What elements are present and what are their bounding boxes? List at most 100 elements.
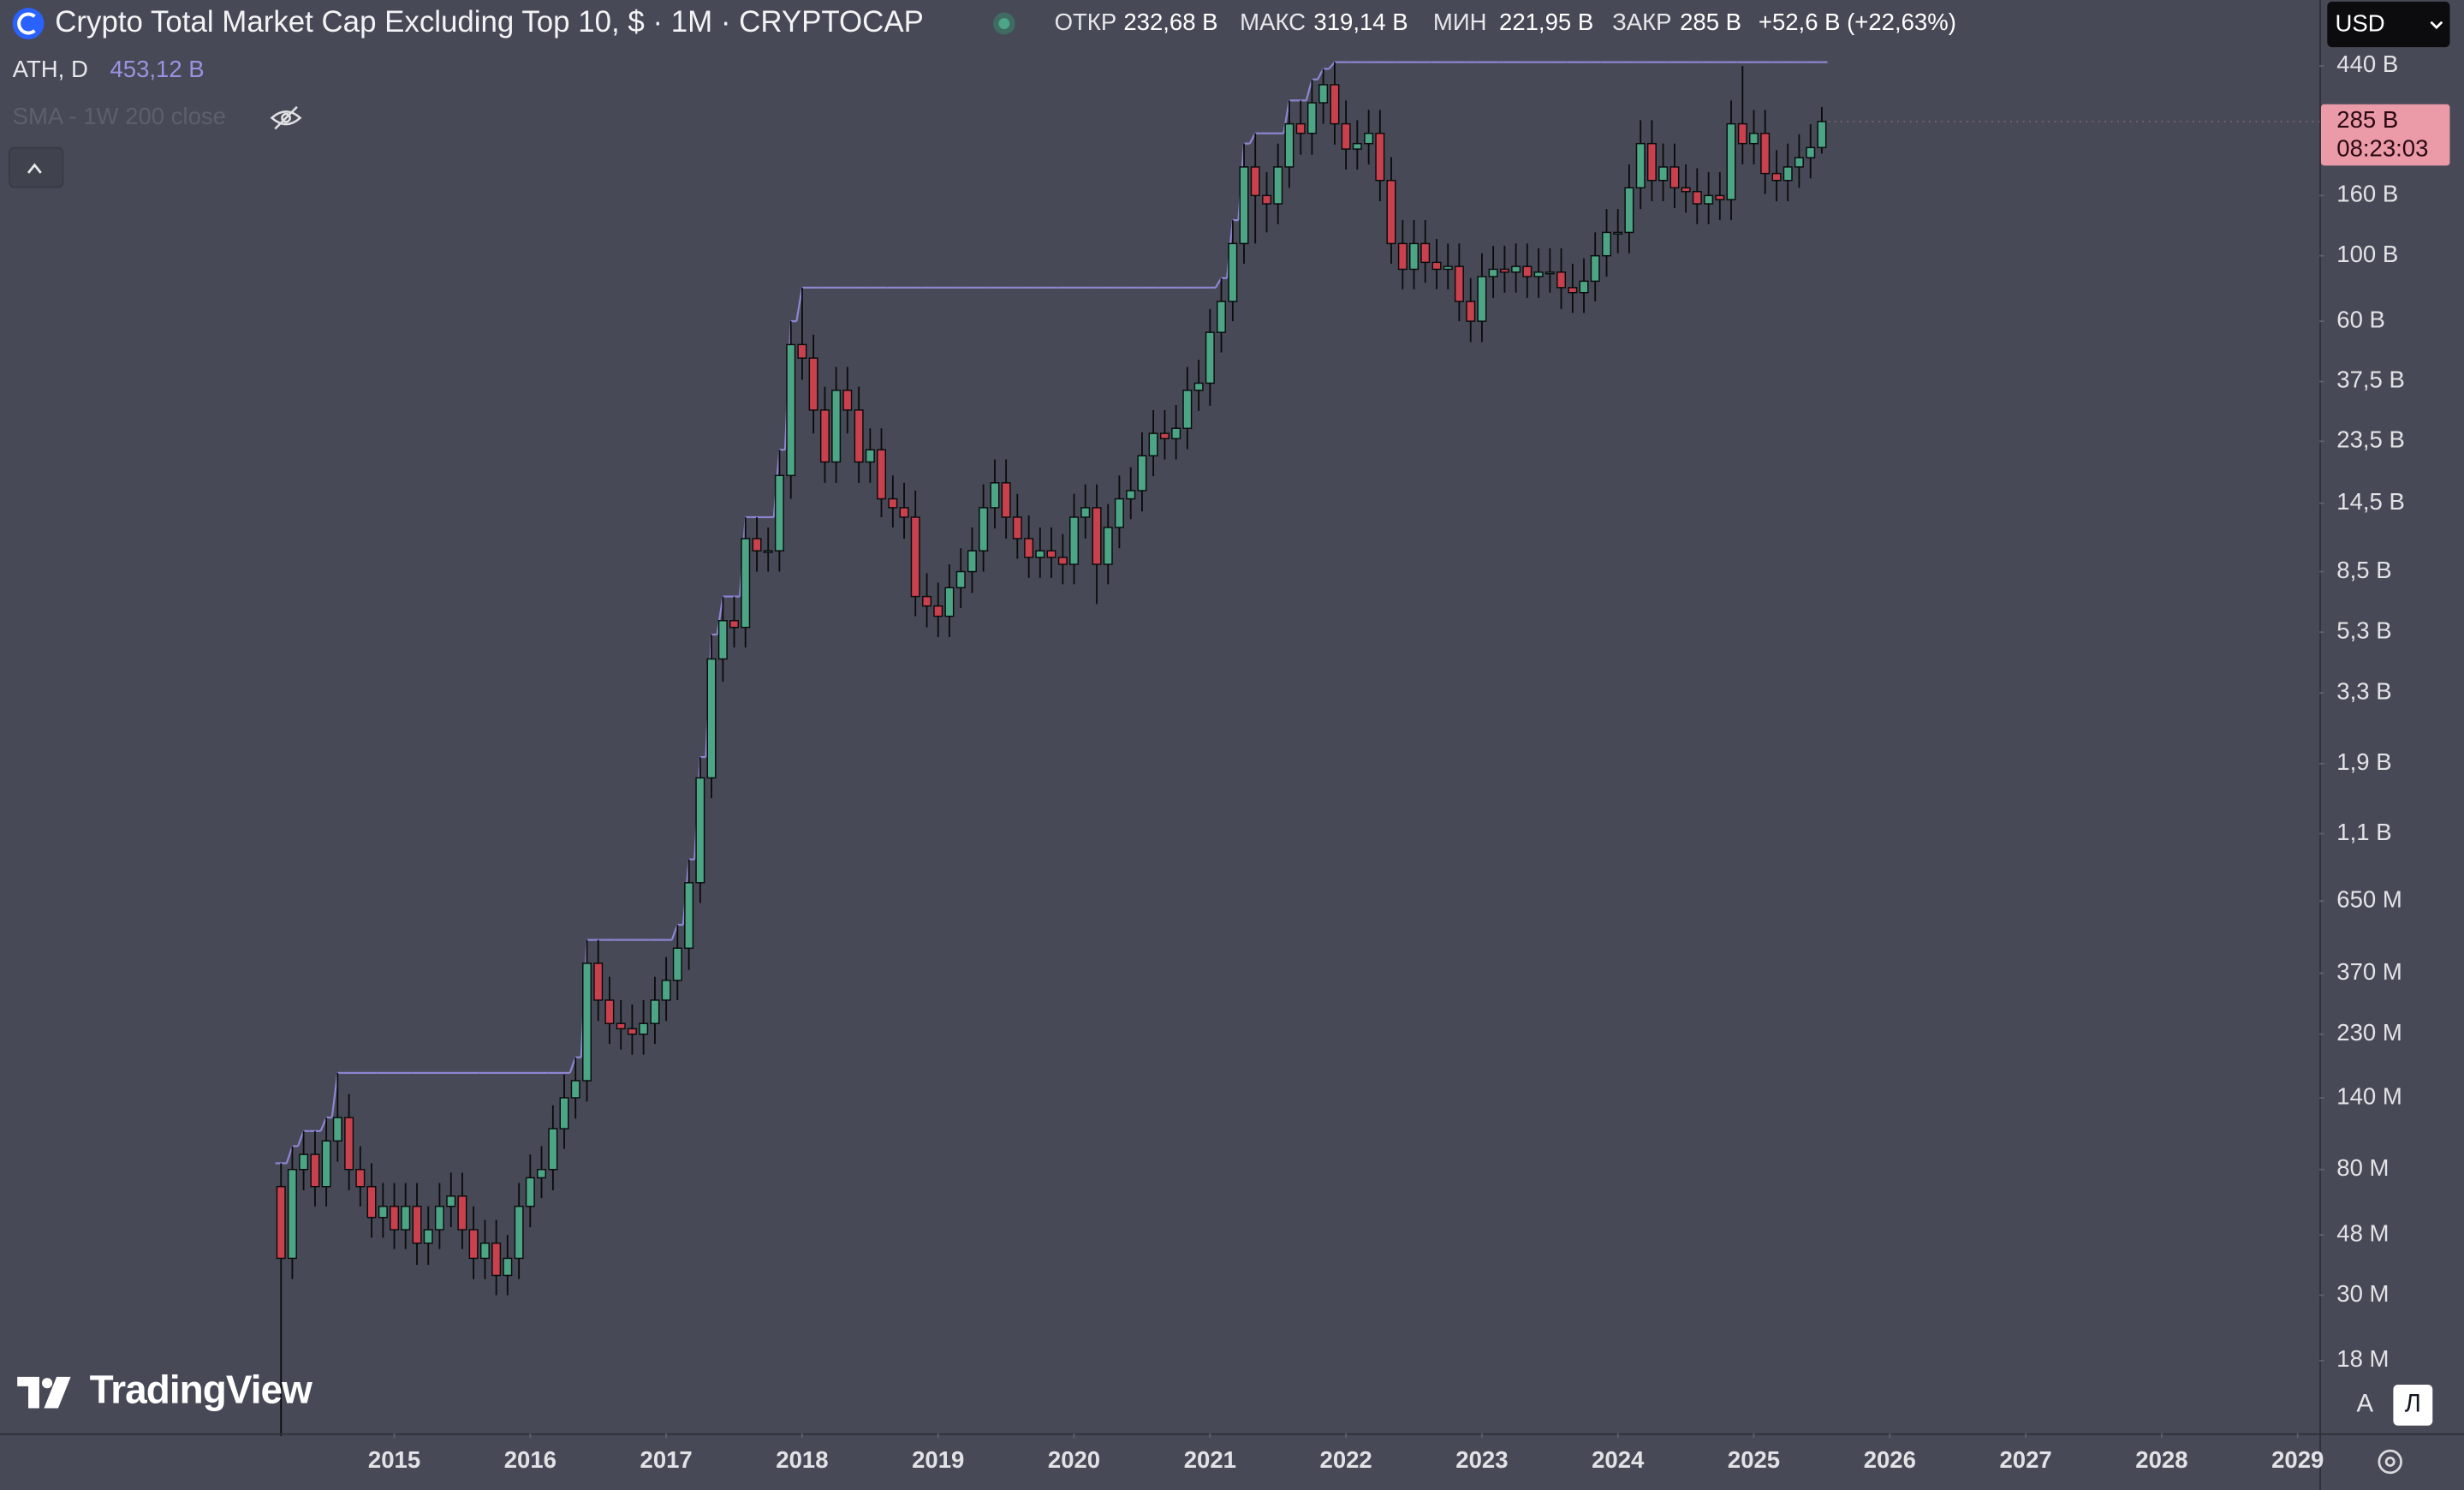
candle-body: [1692, 191, 1702, 205]
y-tick-label: 650 M: [2336, 886, 2402, 913]
candle-body: [627, 1028, 637, 1035]
candle-body: [344, 1117, 354, 1171]
candle-body: [1704, 194, 1714, 205]
ath-step: [716, 596, 724, 635]
candle-body: [1397, 242, 1408, 271]
candle-body: [672, 947, 682, 981]
candle-body: [1330, 84, 1340, 125]
ath-step: [1328, 61, 1336, 70]
x-tick-label: 2027: [2000, 1446, 2052, 1473]
candle-body: [1635, 142, 1646, 189]
candle-body: [741, 538, 751, 629]
ohlc-label: ЗАКР: [1612, 9, 1671, 35]
eye-slash: [274, 105, 298, 130]
candle-body: [1375, 132, 1385, 182]
candle-body: [548, 1128, 558, 1171]
candle-body: [717, 620, 728, 660]
log-scale-button-bg[interactable]: [2393, 1385, 2433, 1426]
candle-body: [1466, 301, 1476, 322]
ohlc-label: МИН: [1433, 9, 1487, 35]
candle-body: [1250, 166, 1260, 197]
candle-body: [888, 498, 898, 509]
candle-body: [1205, 331, 1215, 384]
candle-body: [899, 507, 909, 518]
candle-body: [650, 999, 660, 1024]
y-tick-label: 37,5 B: [2336, 367, 2405, 393]
candle-body: [1669, 166, 1680, 189]
x-tick-label: 2023: [1455, 1446, 1508, 1473]
candle-body: [593, 963, 604, 1001]
candle-body: [695, 777, 705, 884]
y-tick-label: 18 M: [2336, 1345, 2389, 1372]
candle-body: [1182, 390, 1193, 429]
logo-mark-1: [17, 1376, 39, 1409]
candle-body: [910, 516, 920, 598]
candle-body: [1228, 242, 1238, 302]
candle-body: [752, 538, 762, 551]
candle-body: [1284, 122, 1294, 168]
x-tick-label: 2016: [504, 1446, 556, 1473]
candle-body: [877, 449, 887, 500]
candle-body: [1544, 271, 1555, 275]
candle-body: [310, 1153, 320, 1188]
tradingview-logo: [17, 1376, 71, 1409]
ohlc-value: 319,14 B: [1313, 9, 1408, 35]
x-tick-label: 2019: [912, 1446, 964, 1473]
watermark: TradingView: [90, 1367, 313, 1411]
ath-step: [1317, 68, 1324, 80]
candle-body: [1035, 550, 1045, 558]
candle-body: [1295, 122, 1306, 134]
y-tick-label: 3,3 B: [2336, 677, 2391, 704]
log-scale-button[interactable]: Л: [2405, 1390, 2421, 1418]
candle-body: [1092, 507, 1102, 565]
eye-pupil: [281, 112, 291, 123]
gear-outer: [2378, 1449, 2402, 1475]
settings-button[interactable]: [2378, 1449, 2402, 1475]
candle-body: [944, 587, 955, 617]
ath-step: [568, 1057, 577, 1074]
candle-body: [684, 882, 694, 950]
candle-body: [1556, 271, 1567, 289]
y-tick-label: 14,5 B: [2336, 488, 2405, 515]
candle-body: [1579, 280, 1589, 294]
y-tick-label: 80 M: [2336, 1154, 2389, 1181]
candle-body: [423, 1229, 433, 1244]
indicator-name[interactable]: ATH, D: [13, 56, 88, 82]
candle-body: [763, 550, 773, 553]
candle-body: [366, 1185, 377, 1219]
chart-title[interactable]: Crypto Total Market Cap Excluding Top 10…: [55, 5, 924, 39]
currency-select[interactable]: [2327, 1, 2450, 48]
ohlc-value: 221,95 B: [1499, 9, 1593, 35]
ath-step: [319, 1117, 328, 1132]
candle-body: [1137, 455, 1147, 492]
candle-body: [1420, 242, 1431, 264]
candle-body: [1217, 301, 1227, 333]
candle-body: [1488, 268, 1498, 277]
y-tick-label: 8,5 B: [2336, 557, 2391, 583]
candle-body: [1103, 527, 1113, 565]
candle-body: [514, 1206, 524, 1260]
y-tick-label: 440 B: [2336, 51, 2398, 77]
candle-body: [582, 963, 592, 1082]
candle-body: [854, 409, 864, 463]
price-tag-label: 285 B: [2336, 106, 2398, 133]
currency-chevron: [2430, 21, 2443, 30]
y-tick-label: 30 M: [2336, 1280, 2389, 1307]
visibility-toggle[interactable]: [270, 105, 302, 130]
collapse-icon: [27, 163, 42, 174]
candle-body: [979, 507, 989, 551]
candle-body: [831, 390, 842, 463]
candle-body: [706, 658, 717, 779]
candle-body: [1590, 254, 1600, 283]
candle-body: [468, 1229, 479, 1260]
auto-scale-button[interactable]: A: [2357, 1390, 2374, 1418]
y-tick-label: 23,5 B: [2336, 426, 2405, 453]
ohlc-label: ОТКР: [1055, 9, 1117, 35]
ath-step: [795, 287, 804, 322]
candle-body: [1069, 516, 1080, 565]
candle-body: [378, 1206, 388, 1219]
indicator-name-hidden[interactable]: SMA - 1W 200 close: [13, 103, 226, 129]
y-tick-label: 140 M: [2336, 1082, 2402, 1109]
